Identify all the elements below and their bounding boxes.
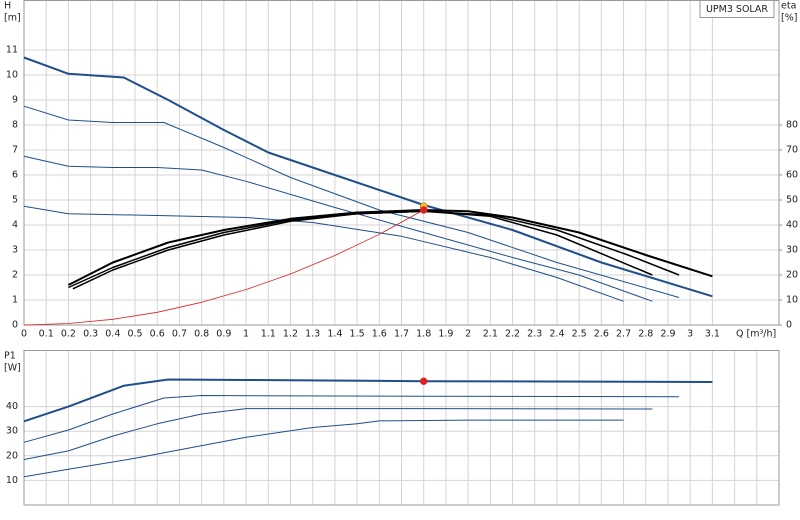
x-tick-label: 0.2	[61, 329, 76, 340]
x-tick-label: 2.1	[483, 329, 498, 340]
x-tick-label: 0.8	[194, 329, 209, 340]
y-tick-label: 5	[12, 195, 18, 206]
y2-tick-label: 80	[786, 120, 798, 131]
curve	[72, 210, 653, 290]
x-tick-label: 0.7	[172, 329, 187, 340]
operating-point	[419, 206, 428, 214]
x-tick-label: 2.8	[638, 329, 653, 340]
y-tick-label: 40	[6, 401, 18, 412]
curve	[68, 210, 680, 289]
y-tick-label: 9	[12, 95, 18, 106]
y2-axis-label: eta	[781, 1, 796, 12]
y-tick-label: 6	[12, 170, 18, 181]
x-tick-label: 2	[465, 329, 471, 340]
curve	[23, 155, 653, 302]
x-tick-label: 0.6	[150, 329, 165, 340]
curve	[23, 419, 624, 478]
x-tick-label: 1.3	[305, 329, 320, 340]
x-tick-label: 1.8	[416, 329, 431, 340]
x-tick-label: 2.6	[594, 329, 609, 340]
x-tick-label: 2.7	[616, 329, 631, 340]
x-axis-label: Q [m³/h]	[736, 329, 776, 340]
x-tick-label: 2.5	[572, 329, 587, 340]
x-tick-label: 1.5	[350, 329, 365, 340]
y-tick-label: 10	[6, 70, 18, 81]
curve	[23, 395, 680, 443]
x-tick-label: 2.9	[660, 329, 675, 340]
x-tick-label: 2.3	[527, 329, 542, 340]
curve	[23, 378, 713, 423]
x-tick-label: 2.4	[549, 329, 564, 340]
curve	[23, 56, 713, 298]
y-tick-label: 30	[6, 426, 18, 437]
y-tick-label: 8	[12, 120, 18, 131]
x-tick-label: 1.1	[261, 329, 276, 340]
y-axis-label: P1	[4, 351, 16, 362]
plot-frame	[23, 350, 780, 506]
x-tick-label: 1	[243, 329, 249, 340]
x-tick-label: 0.3	[83, 329, 98, 340]
curve	[23, 205, 624, 302]
y-axis-label: [m]	[4, 13, 21, 24]
x-tick-label: 0.4	[105, 329, 120, 340]
y-tick-label: 10	[6, 475, 18, 486]
x-tick-label: 3	[687, 329, 693, 340]
y2-tick-label: 20	[786, 270, 798, 281]
y-tick-label: 0	[12, 320, 18, 331]
x-tick-label: 0.5	[127, 329, 142, 340]
y-tick-label: 4	[12, 220, 18, 231]
y2-tick-label: 30	[786, 245, 798, 256]
y-tick-label: 2	[12, 270, 18, 281]
x-tick-label: 1.6	[372, 329, 387, 340]
curve	[23, 209, 424, 326]
y-axis-label: H	[4, 1, 11, 12]
x-tick-label: 1.7	[394, 329, 409, 340]
y2-tick-label: 0	[786, 320, 792, 331]
y-tick-label: 1	[12, 295, 18, 306]
curve	[23, 408, 653, 460]
x-tick-label: 1.2	[283, 329, 298, 340]
plot-frame	[23, 0, 780, 326]
y2-tick-label: 60	[786, 170, 798, 181]
x-tick-label: 2.2	[505, 329, 520, 340]
y2-tick-label: 10	[786, 295, 798, 306]
x-tick-label: 0.1	[39, 329, 54, 340]
x-tick-label: 0.9	[216, 329, 231, 340]
y-tick-label: 7	[12, 145, 18, 156]
y-tick-label: 11	[6, 45, 18, 56]
x-tick-label: 0	[21, 329, 27, 340]
y2-tick-label: 40	[786, 220, 798, 231]
y2-tick-label: 70	[786, 145, 798, 156]
chart-title: UPM3 SOLAR	[706, 4, 768, 15]
x-tick-label: 1.9	[438, 329, 453, 340]
x-tick-label: 1.4	[327, 329, 342, 340]
y2-axis-label: [%]	[781, 13, 797, 24]
y-tick-label: 3	[12, 245, 18, 256]
curve	[23, 105, 680, 298]
title-box	[699, 0, 775, 18]
y-axis-label: [W]	[4, 363, 21, 374]
operating-point	[419, 377, 428, 385]
y-tick-label: 20	[6, 450, 18, 461]
y2-tick-label: 50	[786, 195, 798, 206]
curve	[67, 209, 713, 286]
x-tick-label: 3.1	[705, 329, 720, 340]
